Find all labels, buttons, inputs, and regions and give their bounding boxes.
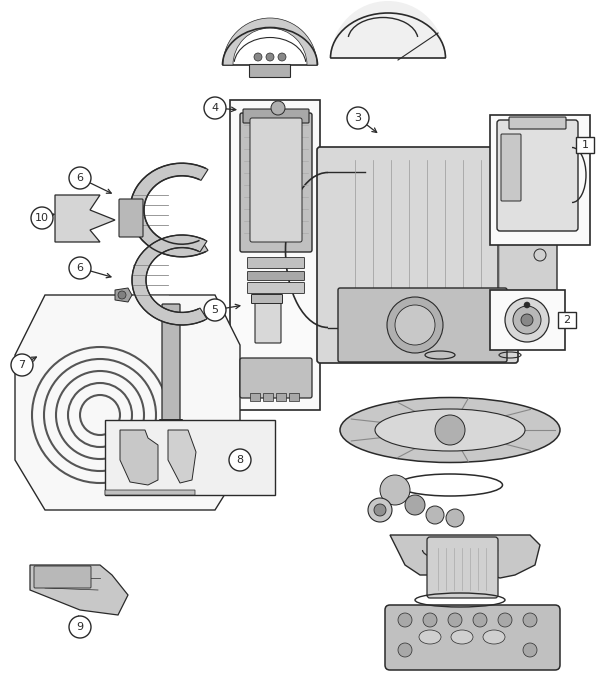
FancyBboxPatch shape — [248, 258, 305, 269]
Text: 6: 6 — [77, 173, 83, 183]
FancyBboxPatch shape — [105, 490, 195, 495]
FancyBboxPatch shape — [498, 173, 557, 307]
Circle shape — [513, 306, 541, 334]
Circle shape — [446, 509, 464, 527]
Circle shape — [271, 101, 285, 115]
Circle shape — [31, 207, 53, 229]
Circle shape — [204, 299, 226, 321]
Polygon shape — [130, 163, 208, 257]
FancyBboxPatch shape — [501, 134, 521, 201]
FancyBboxPatch shape — [427, 537, 498, 598]
Bar — [490, 290, 565, 350]
FancyBboxPatch shape — [248, 271, 305, 280]
Circle shape — [69, 257, 91, 279]
Bar — [276, 393, 286, 401]
Text: 1: 1 — [581, 140, 589, 150]
FancyBboxPatch shape — [34, 566, 91, 588]
Circle shape — [473, 613, 487, 627]
FancyBboxPatch shape — [385, 605, 560, 670]
Circle shape — [505, 298, 549, 342]
Polygon shape — [55, 195, 115, 242]
Wedge shape — [331, 1, 445, 58]
FancyBboxPatch shape — [251, 295, 283, 303]
Text: 2: 2 — [563, 315, 571, 325]
Ellipse shape — [419, 630, 441, 644]
Circle shape — [69, 167, 91, 189]
Bar — [576, 137, 594, 153]
Circle shape — [423, 613, 437, 627]
Circle shape — [69, 616, 91, 638]
FancyBboxPatch shape — [497, 120, 578, 231]
Circle shape — [398, 643, 412, 657]
Circle shape — [347, 107, 369, 129]
Polygon shape — [168, 430, 196, 483]
Polygon shape — [390, 535, 540, 578]
Polygon shape — [115, 288, 132, 302]
Text: 3: 3 — [355, 113, 361, 123]
Bar — [558, 312, 576, 328]
FancyBboxPatch shape — [240, 113, 312, 252]
FancyBboxPatch shape — [243, 109, 309, 123]
Ellipse shape — [375, 409, 525, 451]
Circle shape — [278, 53, 286, 61]
Circle shape — [118, 291, 126, 299]
Circle shape — [523, 643, 537, 657]
Text: 9: 9 — [76, 622, 83, 632]
Polygon shape — [132, 235, 207, 325]
FancyBboxPatch shape — [162, 304, 180, 426]
Circle shape — [86, 401, 114, 429]
FancyBboxPatch shape — [160, 419, 182, 432]
Polygon shape — [30, 565, 128, 615]
Bar — [105, 420, 275, 495]
Circle shape — [266, 53, 274, 61]
Bar — [250, 393, 260, 401]
Bar — [289, 393, 299, 401]
Circle shape — [395, 305, 435, 345]
FancyBboxPatch shape — [338, 288, 507, 362]
Circle shape — [521, 314, 533, 326]
Text: 7: 7 — [19, 360, 26, 370]
FancyBboxPatch shape — [255, 299, 281, 343]
Circle shape — [380, 475, 410, 505]
Circle shape — [405, 495, 425, 515]
Polygon shape — [120, 430, 158, 485]
Ellipse shape — [451, 630, 473, 644]
Circle shape — [524, 302, 530, 308]
Text: 8: 8 — [236, 455, 244, 465]
Circle shape — [387, 297, 443, 353]
Circle shape — [498, 613, 512, 627]
Circle shape — [398, 613, 412, 627]
Wedge shape — [223, 18, 317, 65]
Text: 5: 5 — [212, 305, 218, 315]
Circle shape — [229, 449, 251, 471]
FancyBboxPatch shape — [317, 147, 518, 363]
FancyBboxPatch shape — [119, 199, 143, 237]
Bar — [230, 100, 320, 410]
Text: 6: 6 — [77, 263, 83, 273]
Bar — [490, 115, 590, 245]
FancyBboxPatch shape — [248, 282, 305, 293]
Circle shape — [204, 97, 226, 119]
FancyBboxPatch shape — [509, 117, 566, 129]
Bar — [263, 393, 273, 401]
Circle shape — [448, 613, 462, 627]
Circle shape — [435, 415, 465, 445]
Polygon shape — [15, 295, 240, 510]
Circle shape — [374, 504, 386, 516]
Circle shape — [523, 613, 537, 627]
Text: 10: 10 — [35, 213, 49, 223]
Circle shape — [11, 354, 33, 376]
FancyBboxPatch shape — [250, 118, 302, 242]
Circle shape — [254, 53, 262, 61]
FancyBboxPatch shape — [240, 358, 312, 398]
FancyBboxPatch shape — [250, 65, 290, 78]
Circle shape — [368, 498, 392, 522]
Circle shape — [426, 506, 444, 524]
Ellipse shape — [483, 630, 505, 644]
Ellipse shape — [340, 398, 560, 462]
Text: 4: 4 — [211, 103, 218, 113]
